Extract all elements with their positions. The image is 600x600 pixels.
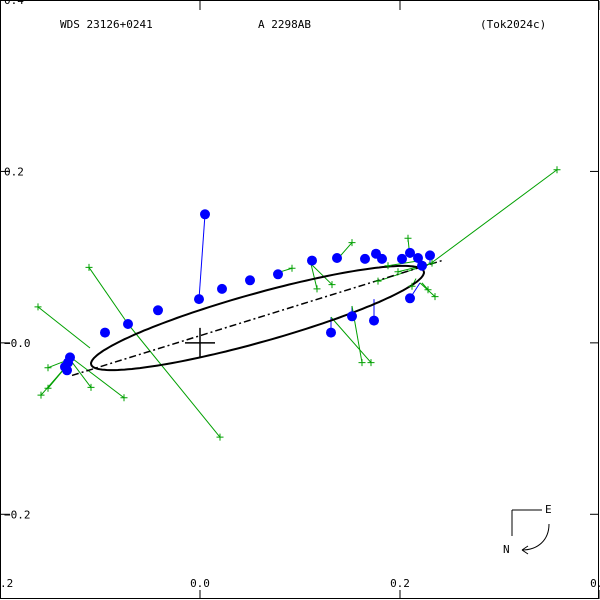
compass-arrow-head — [521, 545, 529, 555]
green-measurement-point — [87, 383, 95, 391]
green-measurement-point — [120, 394, 128, 402]
x-tick-labels: −0.2 0.0 0.2 0.4 — [0, 577, 600, 590]
green-measurement-point — [34, 303, 42, 311]
green-residual-line — [127, 323, 221, 438]
green-measurement-point — [288, 264, 296, 272]
green-measurement-point — [424, 286, 432, 294]
green-measurement-point — [37, 391, 45, 399]
green-residual-line — [37, 306, 91, 349]
blue-measurement-point — [245, 275, 255, 286]
compass-rotation-arrow — [521, 523, 550, 551]
line-of-nodes — [71, 259, 443, 377]
blue-measurement-point — [369, 315, 379, 326]
y-tick-label: 0.4 — [4, 0, 24, 7]
blue-measurement-point — [413, 253, 423, 263]
blue-measurement-point — [377, 253, 387, 264]
green-measurement-point — [44, 384, 52, 392]
blue-measurement-point — [347, 311, 357, 322]
blue-measurement-point — [62, 365, 72, 376]
y-tick-label: −0.2 — [4, 508, 31, 521]
x-tick-label: 0.0 — [190, 577, 210, 590]
primary-star-marker — [185, 327, 215, 358]
green-measurement-point — [384, 262, 392, 270]
primary-star-cross — [185, 327, 215, 358]
y-tick-labels: 0.4 0.2 −0.0 −0.2 — [4, 0, 31, 521]
green-measurement-point — [367, 359, 375, 367]
green-residual-line — [330, 316, 372, 363]
blue-measurement-point — [405, 293, 415, 304]
green-measurement-point — [313, 285, 321, 293]
blue-measurement-point — [417, 260, 427, 271]
y-tick-label: −0.0 — [4, 337, 31, 350]
compass-north-label: N — [503, 543, 510, 556]
blue-measurement-point — [307, 255, 317, 266]
green-measurement-point — [374, 277, 382, 285]
compass-east-label: E — [545, 503, 552, 516]
measurement-markers — [34, 166, 561, 441]
green-residual-line — [71, 357, 125, 399]
blue-measurement-point — [273, 269, 283, 280]
green-residual-line — [310, 263, 333, 285]
green-measurement-point — [404, 234, 412, 242]
blue-measurement-point — [332, 253, 342, 263]
green-measurement-point — [553, 166, 561, 174]
blue-measurement-point — [123, 319, 133, 329]
blue-measurement-point — [194, 294, 204, 305]
blue-residual-line — [198, 214, 206, 300]
blue-measurement-point — [326, 327, 336, 338]
reference-label: (Tok2024c) — [480, 18, 546, 31]
blue-measurement-point — [153, 305, 163, 316]
green-residual-line — [429, 169, 558, 265]
x-tick-label: 0.4 — [590, 577, 600, 590]
green-measurement-point — [408, 282, 416, 290]
green-measurement-point — [358, 359, 366, 367]
green-measurement-point — [394, 268, 402, 276]
blue-measurement-point — [100, 327, 110, 338]
green-residual-line — [88, 267, 129, 325]
compass: E N — [503, 503, 552, 556]
blue-measurement-point — [405, 247, 415, 258]
x-tick-label: −0.2 — [0, 577, 13, 590]
blue-measurement-point — [397, 253, 407, 264]
x-tick-label: 0.2 — [390, 577, 410, 590]
green-measurement-point — [216, 433, 224, 441]
pair-label: A 2298AB — [258, 18, 311, 31]
green-residual-line — [70, 360, 92, 388]
blue-measurement-point — [200, 209, 210, 220]
green-measurement-point — [431, 293, 439, 301]
green-residual-line — [310, 263, 318, 289]
green-residual-line — [421, 282, 429, 291]
blue-measurement-point — [425, 250, 435, 261]
green-measurement-point — [348, 239, 356, 247]
blue-measurement-point — [360, 253, 370, 264]
star-id-label: WDS 23126+0241 — [60, 18, 153, 31]
green-measurement-point — [328, 281, 336, 289]
green-measurement-point — [44, 364, 52, 372]
y-tick-label: 0.2 — [4, 165, 24, 178]
green-measurement-point — [428, 259, 436, 267]
blue-measurement-point — [217, 283, 227, 294]
green-measurement-point — [85, 263, 93, 271]
